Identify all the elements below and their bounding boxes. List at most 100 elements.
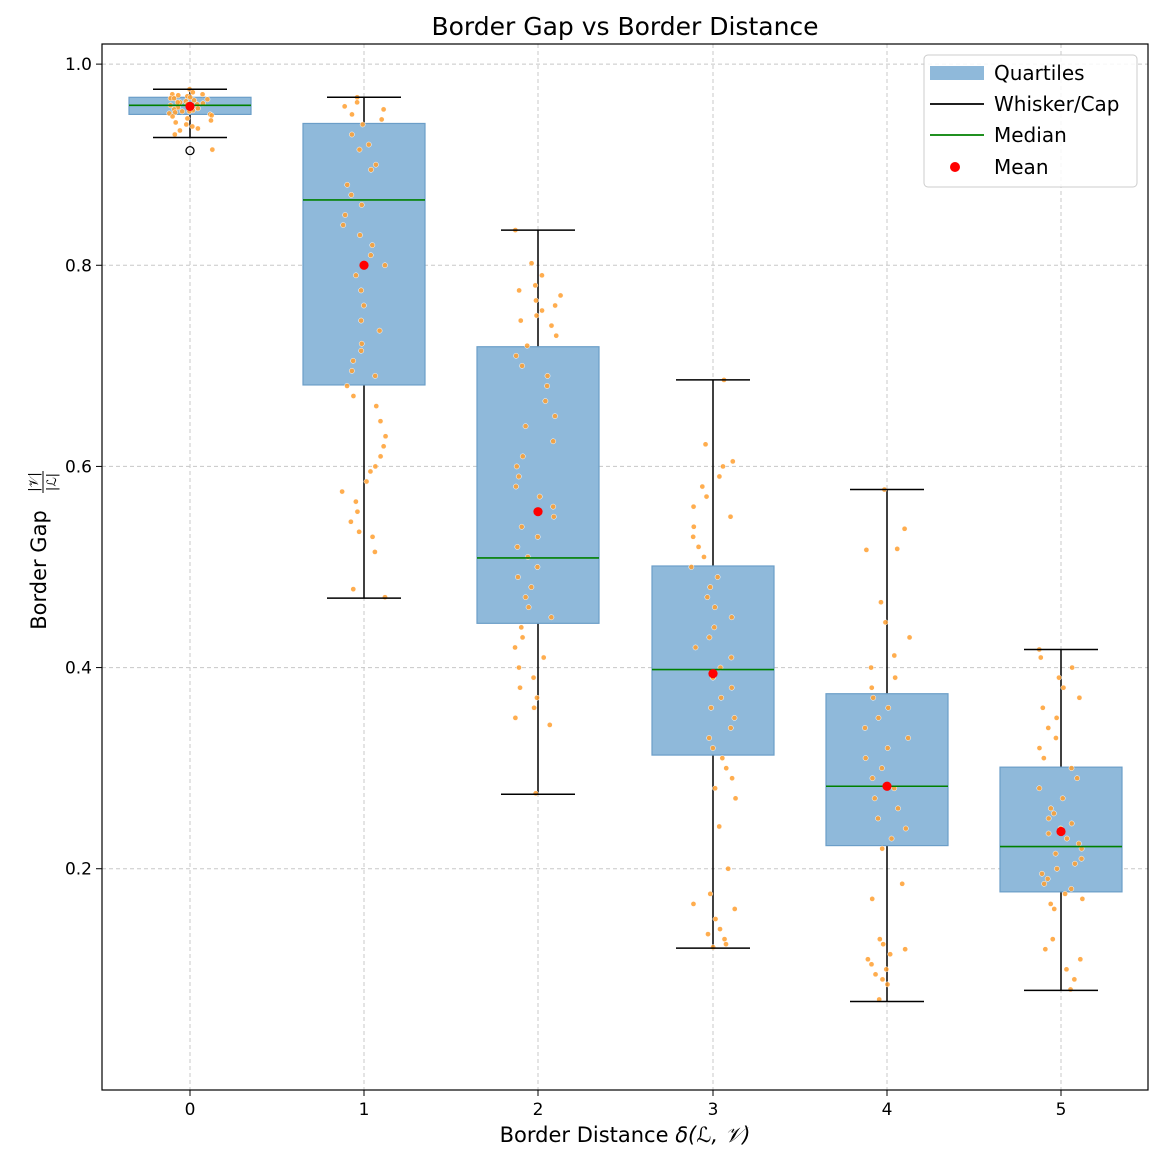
box-layer (128, 89, 1123, 1002)
legend-whisker-label: Whisker/Cap (994, 92, 1119, 116)
jitter-point (513, 463, 520, 470)
jitter-point (723, 941, 729, 948)
jitter-point (1079, 896, 1086, 902)
y-tick-label: 0.4 (65, 659, 92, 679)
mean-point (882, 781, 892, 791)
jitter-point (532, 790, 539, 797)
jitter-point (517, 684, 523, 691)
quartile-box (476, 346, 600, 624)
jitter-point (865, 956, 871, 963)
jitter-point (525, 604, 532, 611)
jitter-point (367, 468, 374, 475)
jitter-point (350, 586, 357, 592)
jitter-point (1049, 936, 1056, 942)
jitter-point (179, 108, 186, 115)
jitter-point (863, 547, 870, 553)
jitter-point (1053, 715, 1060, 721)
y-tick-label: 0.6 (65, 457, 92, 477)
jitter-point (342, 212, 348, 218)
x-tick-label: 0 (185, 1100, 196, 1120)
jitter-point (872, 971, 879, 978)
jitter-point (354, 99, 360, 106)
jitter-point (706, 634, 713, 641)
jitter-point (711, 604, 718, 611)
jitter-point (868, 961, 875, 968)
jitter-point (360, 302, 367, 309)
jitter-point (358, 317, 365, 324)
jitter-point (716, 473, 723, 480)
jitter-point (712, 785, 718, 792)
jitter-point (891, 652, 898, 659)
jitter-point (349, 368, 355, 374)
jitter-point (517, 317, 524, 324)
jitter-point (172, 109, 178, 116)
jitter-layer (166, 86, 1086, 1003)
jitter-point (209, 146, 216, 153)
jitter-point (380, 106, 387, 113)
jitter-point (183, 121, 190, 128)
jitter-point (732, 795, 739, 802)
jitter-point (339, 488, 345, 495)
jitter-point (171, 131, 178, 138)
mean-point (1056, 826, 1066, 837)
jitter-point (690, 523, 697, 530)
jitter-point (1036, 745, 1043, 751)
jitter-point (1041, 755, 1047, 761)
jitter-point (879, 765, 885, 772)
jitter-point (542, 398, 549, 404)
jitter-point (879, 976, 886, 983)
jitter-point (378, 116, 385, 123)
jitter-point (187, 94, 194, 101)
x-tick-label: 3 (708, 1100, 719, 1120)
jitter-point (522, 423, 529, 430)
jitter-point (533, 312, 540, 319)
jitter-point (357, 232, 363, 238)
x-tick-label: 1 (359, 1100, 370, 1120)
legend-quartiles-label: Quartiles (994, 61, 1085, 85)
jitter-point (1045, 725, 1052, 731)
jitter-point (729, 458, 736, 465)
jitter-point (868, 684, 875, 691)
jitter-point (367, 252, 374, 259)
jitter-point (711, 624, 718, 631)
jitter-point (720, 463, 726, 470)
jitter-point (363, 478, 370, 485)
jitter-point (552, 302, 558, 309)
jitter-point (716, 823, 723, 830)
x-axis-title-math: δ(ℒ, 𝒱) (675, 1123, 750, 1147)
jitter-point (895, 805, 901, 812)
jitter-point (1068, 820, 1075, 827)
legend-frame (923, 54, 1138, 188)
jitter-point (531, 704, 537, 711)
y-axis-title-text: Border Gap (27, 510, 51, 630)
mean-point (533, 507, 543, 517)
jitter-point (548, 614, 555, 621)
jitter-point (1052, 850, 1059, 857)
jitter-point (882, 619, 889, 626)
jitter-point (382, 262, 388, 269)
jitter-point (349, 111, 355, 118)
legend-median-label: Median (994, 123, 1067, 147)
jitter-point (884, 745, 891, 751)
jitter-point (177, 127, 183, 134)
jitter-point (688, 564, 695, 570)
jitter-point (707, 891, 714, 897)
jitter-point (1077, 956, 1084, 963)
jitter-point (373, 161, 379, 168)
jitter-point (369, 533, 376, 540)
jitter-point (1051, 906, 1058, 912)
jitter-point (175, 92, 182, 99)
jitter-point (731, 715, 738, 721)
jitter-point (1075, 840, 1082, 847)
y-axis-title: Border Gap |𝒱| |ℒ| (27, 471, 60, 630)
jitter-point (1068, 885, 1075, 892)
y-tick-label: 0.8 (65, 256, 92, 276)
jitter-point (174, 99, 181, 106)
mean-point (708, 669, 718, 679)
jitter-point (1060, 684, 1067, 691)
jitter-point (871, 795, 878, 802)
jitter-point (692, 644, 699, 651)
jitter-point (712, 916, 719, 922)
jitter-point (1078, 855, 1085, 862)
